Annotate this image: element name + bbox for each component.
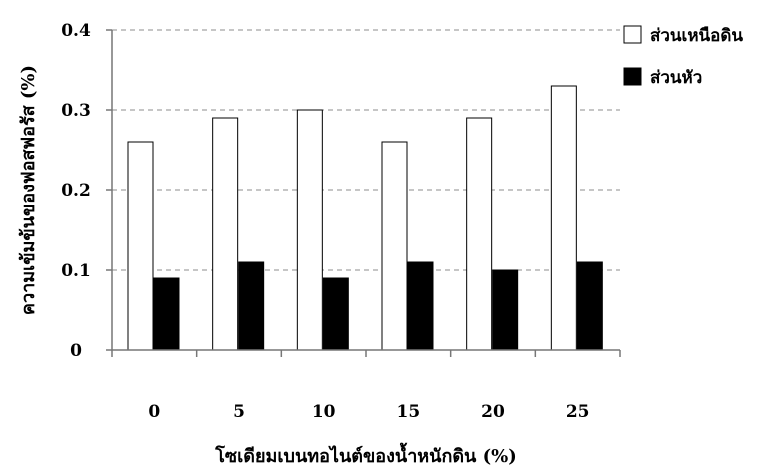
bar-above-ground [212,117,239,351]
y-tick-label: 0.4 [61,21,91,41]
bar-above-ground [466,117,493,351]
x-axis-title: โซเดียมเบนทอไนต์ของน้ำหนักดิน (%) [214,442,517,467]
y-tick-label: 0.2 [61,181,91,201]
bar-tuber [576,261,603,351]
bar-tuber [322,277,349,351]
gridlines [106,29,620,351]
bar-above-ground [296,109,323,351]
bars [111,85,621,357]
y-tick-labels: 0 0.1 0.2 0.3 0.4 [61,21,91,361]
x-tick-label: 25 [566,402,590,422]
x-tick-labels: 0 5 10 15 20 25 [148,402,589,422]
x-tick-label: 20 [481,402,505,422]
x-tick-label: 10 [312,402,336,422]
legend-label: ส่วนเหนือดิน [650,25,743,46]
bar-tuber [492,269,519,351]
legend-swatch [623,25,642,44]
bar-tuber [153,277,180,351]
x-tick-label: 0 [148,402,160,422]
x-tick-label: 5 [233,402,245,422]
y-tick-label: 0 [70,341,82,361]
axes [111,30,620,351]
y-axis-title: ความเข้มข้นของฟอสฟอรัส (%) [18,65,39,315]
legend: ส่วนเหนือดินส่วนหัว [623,25,743,88]
y-tick-label: 0.1 [61,261,91,281]
legend-label: ส่วนหัว [650,68,702,88]
legend-swatch [623,67,642,86]
bar-above-ground [127,141,154,351]
bar-tuber [238,261,265,351]
bar-above-ground [550,85,577,351]
bar-tuber [407,261,434,351]
bar-above-ground [381,141,408,351]
y-tick-label: 0.3 [61,101,91,121]
x-tick-label: 15 [396,402,420,422]
